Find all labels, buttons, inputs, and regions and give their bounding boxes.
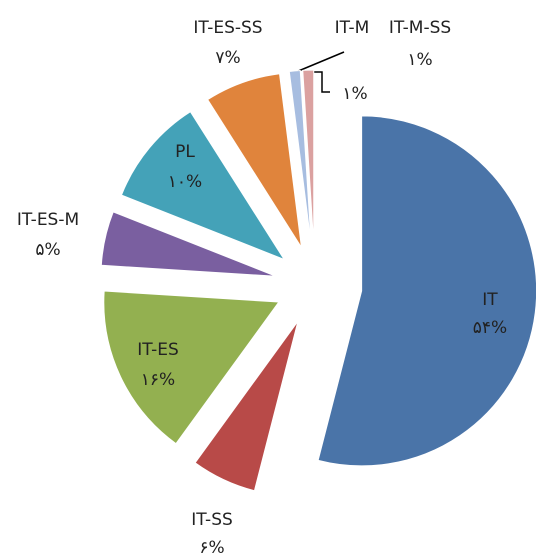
leader-line <box>295 51 345 73</box>
slice-value-label: ۱% <box>342 84 367 104</box>
slice-label: PL <box>175 142 195 162</box>
slice-value-label: ۱۶% <box>141 370 175 390</box>
pie-slice <box>100 211 277 277</box>
slice-value-label: ۱% <box>407 50 432 70</box>
pie-slice <box>206 73 302 248</box>
slice-value-label: ۷% <box>215 48 240 68</box>
slice-value-label: ۵% <box>35 240 60 260</box>
slice-value-label: ۶% <box>199 538 224 557</box>
slice-value-label: ۵۴% <box>473 318 507 338</box>
pie-slice <box>288 69 312 246</box>
leader-line <box>312 71 330 93</box>
slice-label: IT-ES-M <box>17 210 79 230</box>
slice-label: IT-M-SS <box>389 18 451 38</box>
slice-label: IT-ES <box>137 340 179 360</box>
slice-value-label: ۱۰% <box>168 172 202 192</box>
slice-label: IT <box>482 290 498 310</box>
pie-slice <box>302 69 315 246</box>
pie-slice <box>103 290 280 445</box>
slice-label: IT-SS <box>191 510 233 530</box>
slice-label: IT-M <box>335 18 370 38</box>
pie-slice <box>317 115 536 467</box>
pie-slice <box>120 111 286 261</box>
pie-slice <box>194 320 299 492</box>
slice-label: IT-ES-SS <box>193 18 262 38</box>
